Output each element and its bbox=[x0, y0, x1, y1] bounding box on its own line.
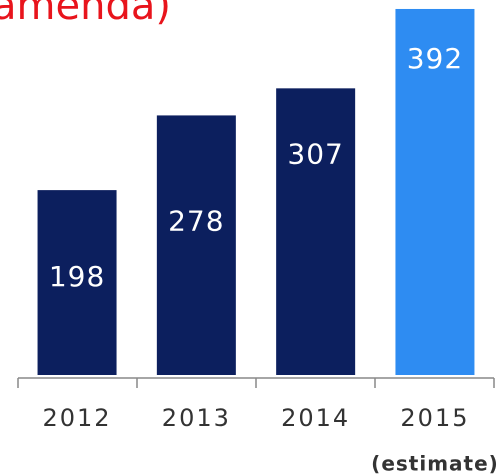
chart-title: amenda) bbox=[0, 0, 171, 29]
x-tick-label: 2012 bbox=[43, 404, 112, 432]
bar bbox=[395, 8, 475, 375]
value-label: 307 bbox=[287, 137, 343, 170]
bar bbox=[37, 190, 117, 375]
value-label: 392 bbox=[407, 42, 463, 75]
value-label: 278 bbox=[168, 204, 224, 237]
value-label: 198 bbox=[49, 260, 105, 293]
x-tick-label: 2013 bbox=[162, 404, 231, 432]
annotation: (estimate) bbox=[371, 452, 499, 476]
bar bbox=[276, 88, 356, 376]
bar bbox=[156, 115, 236, 375]
x-tick-label: 2014 bbox=[281, 404, 350, 432]
x-tick-label: 2015 bbox=[400, 404, 469, 432]
